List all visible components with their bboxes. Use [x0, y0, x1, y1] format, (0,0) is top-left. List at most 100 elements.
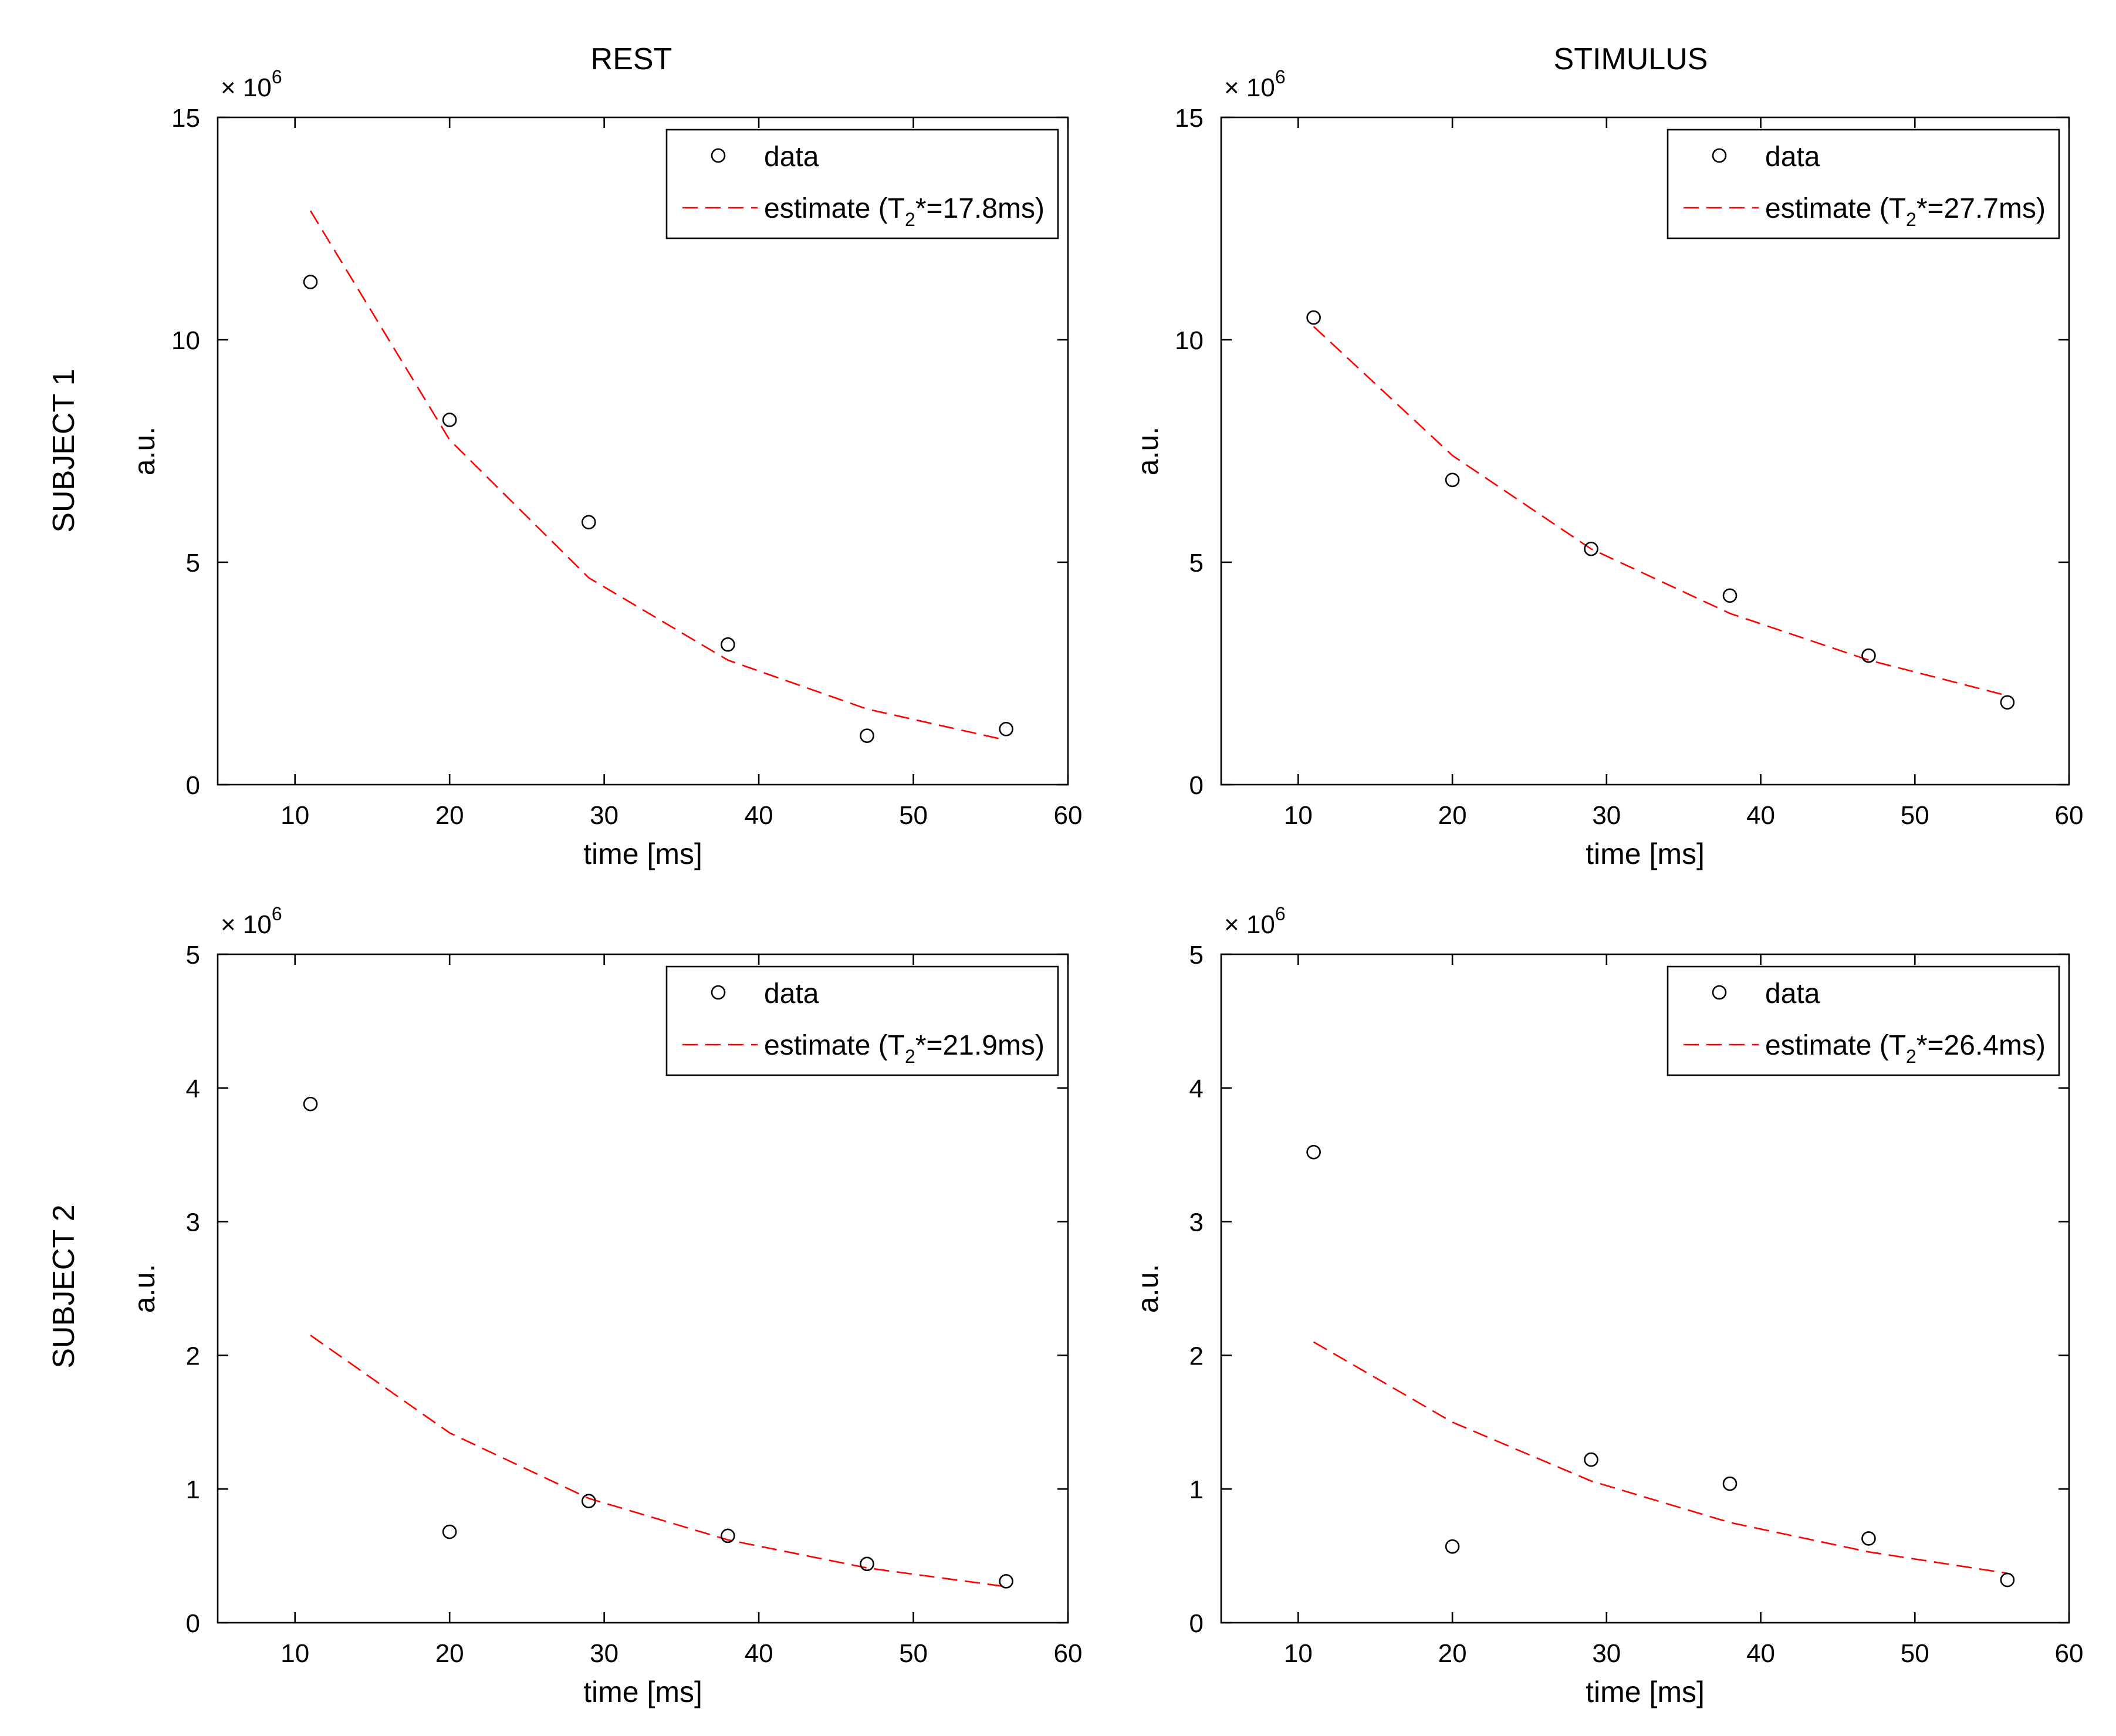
- legend-estimate-suffix: *=27.7ms): [1916, 193, 2046, 224]
- data-point: [1584, 541, 1598, 556]
- legend-box: [1667, 965, 2060, 1076]
- y-tick-label: 4: [186, 1075, 200, 1103]
- legend-estimate-subscript: 2: [905, 209, 915, 230]
- y-tick-label: 0: [1189, 1609, 1204, 1638]
- y-tick-label: 10: [1175, 326, 1204, 355]
- legend-estimate-label: estimate (T2*=26.4ms): [1765, 1030, 2046, 1067]
- x-tick-label: 40: [1746, 1639, 1775, 1668]
- panel-subject2-stimulus: 10 20 30 40 50 60 0 1 2 3 4 5 × 106 time [ms] a.u. data…: [1131, 903, 2083, 1708]
- y-tick-label: 1: [186, 1475, 200, 1504]
- x-tick-label: 20: [1438, 1639, 1467, 1668]
- data-point: [1445, 472, 1460, 488]
- y-axis-label: a.u.: [1131, 1264, 1164, 1313]
- y-exponent-label: × 106: [221, 903, 282, 939]
- y-axis-label: a.u.: [1131, 427, 1164, 475]
- x-tick-label: 10: [280, 1639, 309, 1668]
- y-exponent-power: 6: [1275, 66, 1286, 87]
- data-point: [1445, 1539, 1460, 1554]
- y-tick-label: 4: [1189, 1075, 1204, 1103]
- data-point: [999, 721, 1013, 737]
- x-tick-label: 40: [745, 801, 773, 830]
- column-title-stimulus: STIMULUS: [1554, 42, 1708, 76]
- x-tick-label: 50: [1901, 801, 1929, 830]
- legend-data-label: data: [1765, 141, 1820, 173]
- x-tick-label: 10: [1284, 1639, 1313, 1668]
- data-point: [721, 1528, 735, 1544]
- y-tick-label: 5: [1189, 549, 1204, 577]
- legend-estimate-suffix: *=26.4ms): [1916, 1030, 2046, 1061]
- legend-data-label: data: [764, 141, 819, 173]
- data-point: [2000, 695, 2015, 710]
- data-point: [581, 515, 596, 530]
- data-point: [2000, 1572, 2015, 1588]
- x-tick-label: 60: [2055, 801, 2084, 830]
- y-tick-label: 5: [1189, 941, 1204, 970]
- x-tick-label: 20: [435, 1639, 464, 1668]
- data-point: [1722, 588, 1738, 603]
- legend-estimate-label: estimate (T2*=21.9ms): [764, 1030, 1045, 1067]
- data-point: [442, 1524, 457, 1539]
- legend-estimate-suffix: *=17.8ms): [915, 193, 1045, 224]
- x-tick-label: 10: [1284, 801, 1313, 830]
- axes-box: [1220, 116, 2070, 786]
- y-exponent-power: 6: [272, 66, 282, 87]
- column-title-rest: REST: [591, 42, 672, 76]
- y-tick-label: 5: [186, 549, 200, 577]
- legend-box: [1667, 129, 2060, 239]
- y-axis-label: a.u.: [128, 1264, 161, 1313]
- y-exponent-label: × 106: [1224, 903, 1286, 939]
- legend-estimate-prefix: estimate (T: [1765, 1030, 1906, 1061]
- x-tick-label: 40: [1746, 801, 1775, 830]
- data-point: [1861, 648, 1876, 663]
- y-tick-label: 5: [186, 941, 200, 970]
- estimate-series-line: [309, 210, 1006, 741]
- y-tick-label: 0: [186, 771, 200, 800]
- legend: data estimate (T2*=27.7ms): [1667, 129, 2060, 239]
- legend-data-marker: [1712, 148, 1727, 163]
- data-point: [1861, 1531, 1876, 1546]
- legend-data-marker: [1712, 985, 1727, 1000]
- panel-subject1-rest: 10 20 30 40 50 60 0 5 10 15 × 106 time [ms] a.u. data…: [128, 66, 1082, 870]
- x-tick-label: 50: [899, 1639, 928, 1668]
- legend-estimate-prefix: estimate (T: [1765, 193, 1906, 224]
- y-tick-label: 1: [1189, 1475, 1204, 1504]
- panel-subject2-rest: 10 20 30 40 50 60 0 1 2 3 4 5 × 106 time [ms] a.u. data…: [128, 903, 1082, 1708]
- y-tick-label: 0: [186, 1609, 200, 1638]
- legend-estimate-subscript: 2: [1906, 1046, 1916, 1067]
- y-tick-label: 3: [1189, 1208, 1204, 1237]
- axes-box: [217, 116, 1069, 786]
- legend-box: [665, 965, 1059, 1076]
- data-point: [999, 1574, 1013, 1589]
- x-axis-label: time [ms]: [1586, 837, 1705, 870]
- legend-estimate-label: estimate (T2*=17.8ms): [764, 193, 1045, 230]
- row-title-subject-1: SUBJECT 1: [47, 369, 81, 532]
- legend-estimate-subscript: 2: [1906, 209, 1916, 230]
- data-point: [303, 275, 318, 289]
- x-tick-label: 30: [1592, 801, 1621, 830]
- data-point: [721, 637, 735, 652]
- legend: data estimate (T2*=17.8ms): [665, 129, 1059, 239]
- panel-subject1-stimulus: 10 20 30 40 50 60 0 5 10 15 × 106 time [ms] a.u. data…: [1131, 66, 2083, 870]
- legend-estimate-prefix: estimate (T: [764, 1030, 905, 1061]
- data-point: [581, 1494, 596, 1509]
- data-point: [1306, 310, 1321, 325]
- x-tick-label: 60: [2055, 1639, 2084, 1668]
- legend-estimate-label: estimate (T2*=27.7ms): [1765, 193, 2046, 230]
- y-axis-label: a.u.: [128, 427, 161, 475]
- x-tick-label: 40: [745, 1639, 773, 1668]
- axes-box: [1220, 953, 2070, 1624]
- data-point: [1306, 1144, 1321, 1160]
- x-tick-label: 30: [1592, 1639, 1621, 1668]
- legend-data-label: data: [764, 978, 819, 1009]
- legend-data-marker: [711, 985, 726, 1000]
- y-tick-label: 15: [1175, 104, 1204, 133]
- x-axis-label: time [ms]: [583, 837, 702, 870]
- x-tick-label: 50: [899, 801, 928, 830]
- x-tick-label: 60: [1054, 801, 1083, 830]
- x-tick-label: 50: [1901, 1639, 1929, 1668]
- legend-estimate-subscript: 2: [905, 1046, 915, 1067]
- y-tick-label: 10: [171, 326, 200, 355]
